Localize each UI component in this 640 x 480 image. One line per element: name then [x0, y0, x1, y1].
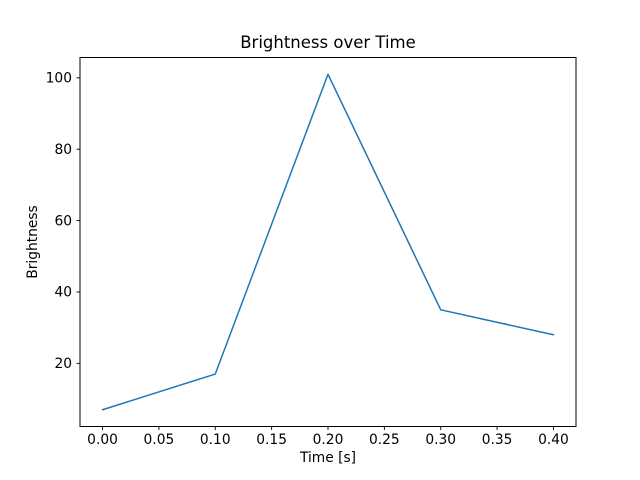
x-tick-label: 0.10	[200, 432, 231, 448]
x-tick-label: 0.05	[144, 432, 175, 448]
y-tick-label: 40	[54, 285, 72, 301]
plot-spines	[79, 57, 577, 427]
x-axis-label: Time [s]	[299, 450, 356, 466]
x-tick-label: 0.30	[425, 432, 456, 448]
y-tick-label: 100	[46, 71, 72, 87]
y-tick-label: 20	[54, 356, 72, 372]
x-tick-label: 0.25	[369, 432, 400, 448]
x-tick-label: 0.20	[313, 432, 344, 448]
y-axis-label: Brightness	[25, 205, 41, 279]
chart-title: Brightness over Time	[240, 33, 416, 52]
y-tick-label: 60	[54, 213, 72, 229]
data-line-brightness	[101, 73, 555, 411]
x-tick-label: 0.40	[538, 432, 569, 448]
axes: 0.00 0.05 0.10 0.15 0.20 0.25 0.30 0.35 0.40 20 40…	[46, 57, 577, 448]
x-tick-label: 0.35	[482, 432, 513, 448]
x-tick-label: 0.00	[87, 432, 118, 448]
x-tick-label: 0.15	[256, 432, 287, 448]
y-tick-label: 80	[54, 142, 72, 158]
